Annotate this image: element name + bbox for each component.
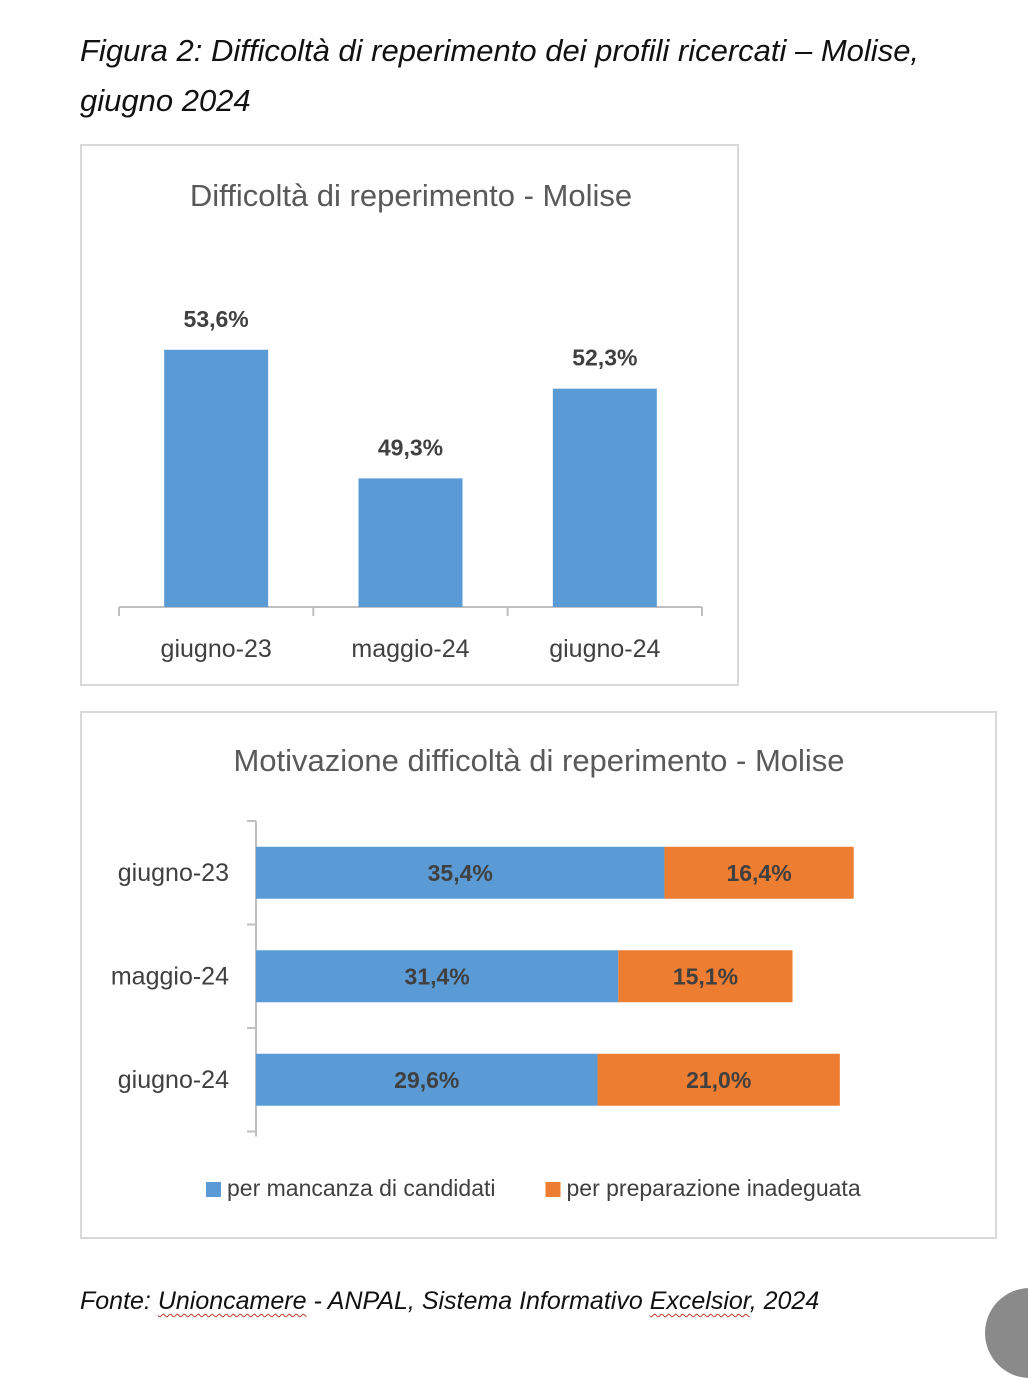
y-tick-label: maggio-24	[111, 962, 229, 990]
figure-title: Figura 2: Difficoltà di reperimento dei …	[80, 33, 920, 118]
chart-motivazione-box: Motivazione difficoltà di reperimento - …	[80, 711, 997, 1239]
source-middle: - ANPAL, Sistema Informativo	[306, 1287, 650, 1315]
corner-shape	[985, 1288, 1028, 1378]
data-label: 35,4%	[428, 860, 493, 886]
legend-swatch-mancanza	[206, 1182, 221, 1197]
bar-segment-mancanza	[256, 950, 619, 1003]
x-tick-label: maggio-24	[351, 635, 469, 663]
legend-label: per preparazione inadeguata	[567, 1175, 861, 1201]
bar-segment-preparazione	[664, 846, 854, 899]
bar-segment-mancanza	[256, 1053, 598, 1106]
bar-segment-preparazione	[597, 1053, 840, 1106]
data-label: 31,4%	[405, 963, 470, 989]
bar-giugno-24	[552, 388, 657, 607]
data-label: 29,6%	[394, 1067, 459, 1093]
data-label: 21,0%	[686, 1067, 751, 1093]
source-system: Excelsior	[649, 1287, 750, 1315]
bar-segment-mancanza	[256, 846, 665, 899]
bar-giugno-23	[164, 349, 269, 607]
source-prefix: Fonte:	[80, 1287, 158, 1315]
x-tick-label: giugno-24	[549, 635, 660, 663]
chart-difficolta-box: Difficoltà di reperimento - Molise 53,6% g…	[80, 144, 739, 686]
data-label: 16,4%	[726, 860, 791, 886]
x-tick-label: giugno-23	[161, 635, 272, 663]
chart-title: Motivazione difficoltà di reperimento - …	[233, 743, 844, 778]
bar-segment-preparazione	[618, 950, 793, 1003]
data-label: 15,1%	[673, 963, 738, 989]
data-label: 52,3%	[572, 345, 637, 371]
legend-swatch-preparazione	[545, 1182, 561, 1197]
chart-title: Difficoltà di reperimento - Molise	[190, 178, 632, 213]
source-org: Unioncamere	[157, 1287, 307, 1315]
source-suffix: , 2024	[749, 1287, 820, 1315]
bar-maggio-24	[358, 478, 463, 607]
data-label: 49,3%	[378, 434, 443, 460]
chart-motivazione: Motivazione difficoltà di reperimento - …	[111, 743, 861, 1201]
y-tick-label: giugno-23	[118, 859, 229, 887]
legend-label: per mancanza di candidati	[227, 1175, 496, 1201]
data-label: 53,6%	[184, 306, 249, 332]
y-tick-label: giugno-24	[118, 1066, 229, 1094]
source-note: Fonte: Unioncamere - ANPAL, Sistema Info…	[80, 1287, 980, 1316]
chart-difficolta: Difficoltà di reperimento - Molise 53,6% g…	[118, 178, 703, 663]
